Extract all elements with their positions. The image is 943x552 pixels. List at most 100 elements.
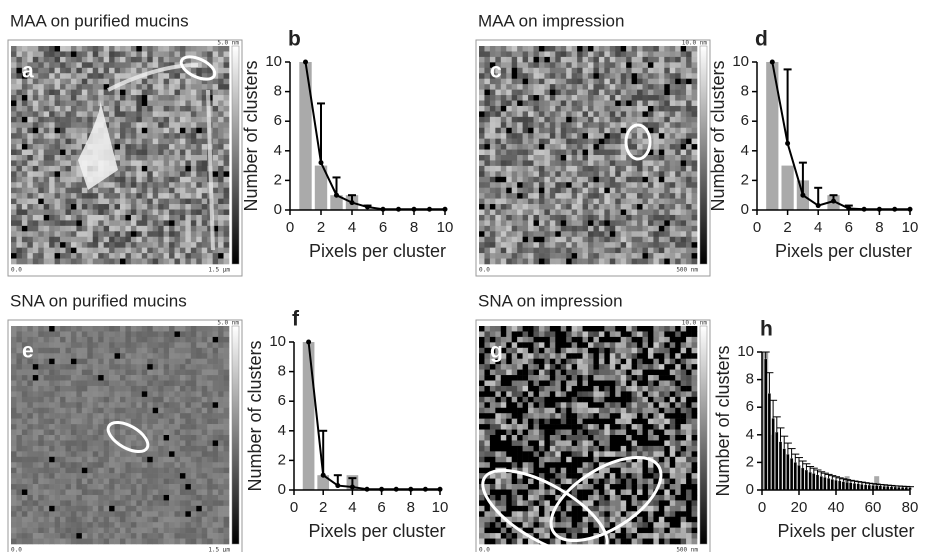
image-pixel <box>212 209 219 216</box>
image-pixel <box>615 253 621 259</box>
image-pixel <box>174 214 181 221</box>
image-pixel <box>174 380 181 387</box>
image-pixel <box>223 413 230 419</box>
image-pixel <box>647 46 654 52</box>
image-pixel <box>566 149 572 156</box>
image-pixel <box>511 144 518 150</box>
image-pixel <box>196 440 203 447</box>
image-pixel <box>179 105 186 112</box>
image-pixel <box>92 369 99 376</box>
image-pixel <box>54 326 61 332</box>
image-pixel <box>549 347 556 354</box>
image-pixel <box>549 89 556 96</box>
image-pixel <box>16 347 23 354</box>
image-pixel <box>103 364 110 370</box>
image-pixel <box>169 78 175 85</box>
image-pixel <box>98 209 104 216</box>
image-pixel <box>38 193 44 199</box>
image-pixel <box>70 204 77 210</box>
image-pixel <box>169 258 175 265</box>
image-pixel <box>147 391 153 398</box>
image-pixel <box>114 155 121 161</box>
image-pixel <box>647 122 654 129</box>
image-pixel <box>506 193 512 199</box>
image-pixel <box>658 326 665 332</box>
image-pixel <box>92 84 99 90</box>
image-pixel <box>604 176 611 183</box>
image-pixel <box>479 187 485 194</box>
image-pixel <box>223 511 230 518</box>
image-pixel <box>196 225 203 232</box>
image-pixel <box>571 342 578 349</box>
image-pixel <box>98 231 104 238</box>
image-pixel <box>484 149 491 156</box>
image-pixel <box>38 171 44 178</box>
image-pixel <box>223 220 230 227</box>
image-pixel <box>522 73 529 79</box>
image-pixel <box>489 46 496 52</box>
image-pixel <box>577 155 583 161</box>
image-pixel <box>125 182 132 188</box>
image-pixel <box>87 187 94 194</box>
image-pixel <box>223 258 230 265</box>
image-pixel <box>11 253 17 259</box>
image-pixel <box>65 418 72 425</box>
image-pixel <box>141 347 148 354</box>
image-pixel <box>136 138 143 145</box>
image-pixel <box>620 160 627 167</box>
image-pixel <box>196 516 203 523</box>
image-pixel <box>81 413 88 419</box>
image-pixel <box>484 165 491 172</box>
image-pixel <box>190 182 197 188</box>
image-pixel <box>506 144 512 150</box>
image-pixel <box>169 242 175 248</box>
image-pixel <box>223 253 230 259</box>
image-pixel <box>658 46 665 52</box>
image-pixel <box>136 473 143 479</box>
image-pixel <box>152 342 159 349</box>
image-pixel <box>103 500 110 507</box>
image-pixel <box>21 375 28 381</box>
image-pixel <box>92 182 99 188</box>
image-pixel <box>141 56 148 63</box>
image-pixel <box>158 500 164 507</box>
image-pixel <box>196 336 203 343</box>
image-pixel <box>81 111 88 118</box>
image-pixel <box>577 193 583 199</box>
image-pixel <box>658 247 665 254</box>
image-pixel <box>604 193 611 199</box>
image-pixel <box>615 155 621 161</box>
image-pixel <box>522 149 529 156</box>
image-pixel <box>65 478 72 485</box>
image-pixel <box>185 413 192 419</box>
image-pixel <box>49 100 55 107</box>
image-pixel <box>49 155 55 161</box>
image-pixel <box>549 231 556 238</box>
image-pixel <box>16 193 23 199</box>
image-pixel <box>615 182 621 188</box>
image-pixel <box>114 462 121 468</box>
image-pixel <box>686 214 692 221</box>
image-pixel <box>16 435 23 441</box>
image-pixel <box>201 133 208 139</box>
image-pixel <box>169 489 175 496</box>
image-pixel <box>158 462 164 468</box>
image-pixel <box>642 171 649 178</box>
image-pixel <box>174 95 181 101</box>
image-pixel <box>81 369 88 376</box>
image-pixel <box>218 242 224 248</box>
image-pixel <box>212 375 219 381</box>
image-pixel <box>163 456 170 463</box>
image-pixel <box>479 144 485 150</box>
image-pixel <box>120 138 126 145</box>
image-pixel <box>158 116 164 123</box>
image-pixel <box>27 500 34 507</box>
image-pixel <box>38 122 44 129</box>
image-pixel <box>653 253 660 259</box>
image-pixel <box>201 516 208 523</box>
image-pixel <box>517 209 523 216</box>
image-pixel <box>566 155 572 161</box>
image-pixel <box>528 204 534 210</box>
image-pixel <box>21 84 28 90</box>
image-pixel <box>538 209 545 216</box>
